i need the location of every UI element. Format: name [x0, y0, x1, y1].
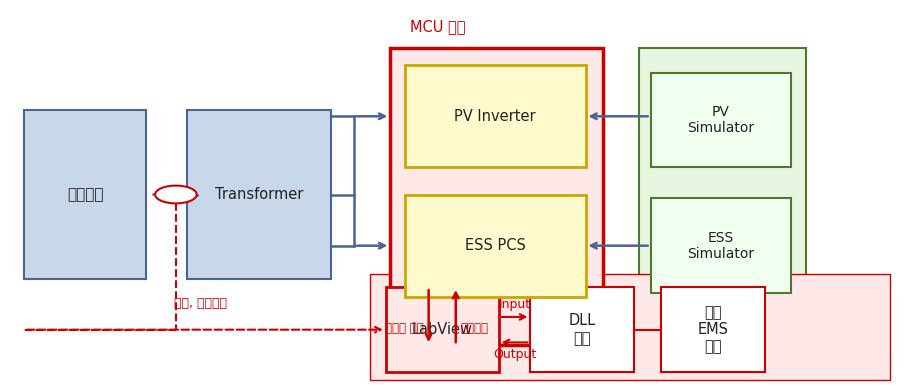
Bar [405, 65, 586, 167]
Bar [650, 198, 791, 293]
Text: PV Inverter: PV Inverter [454, 109, 536, 124]
Text: DLL
파일: DLL 파일 [569, 314, 596, 346]
Text: ESS PCS: ESS PCS [464, 238, 525, 253]
Bar [639, 48, 806, 345]
Text: 배전
EMS
기능: 배전 EMS 기능 [698, 305, 729, 355]
Bar [405, 194, 586, 297]
Text: Input: Input [499, 298, 531, 311]
Text: ESS
Simulator: ESS Simulator [688, 231, 755, 261]
Bar [370, 274, 891, 380]
Text: LabView: LabView [412, 322, 473, 337]
Text: 전압, 선로조류: 전압, 선로조류 [174, 297, 227, 310]
Bar [661, 287, 766, 372]
Text: Output: Output [493, 348, 536, 361]
Text: MCU 보드: MCU 보드 [410, 19, 465, 34]
Text: 모니터링: 모니터링 [460, 322, 488, 335]
Text: 수배전반: 수배전반 [67, 187, 103, 202]
Bar [390, 48, 602, 345]
Bar [650, 73, 791, 167]
Text: Transformer: Transformer [215, 187, 303, 202]
Bar [187, 110, 331, 279]
Text: 지령치 전달: 지령치 전달 [385, 322, 424, 335]
Bar [531, 287, 634, 372]
Circle shape [155, 186, 197, 203]
Bar [385, 287, 499, 372]
Text: PV
Simulator: PV Simulator [688, 105, 755, 135]
Bar [24, 110, 146, 279]
